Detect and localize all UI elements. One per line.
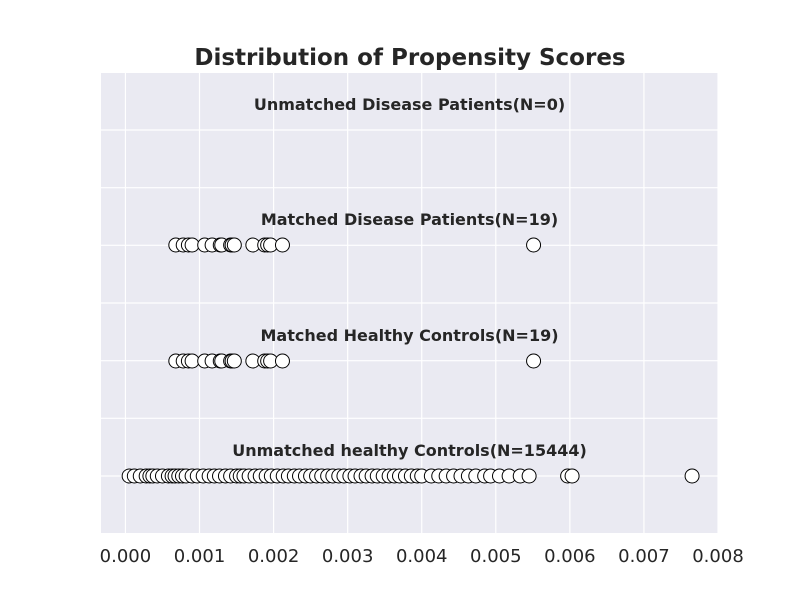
point-g1-16 [526,237,542,253]
x-tick-label-8: 0.008 [692,546,744,567]
data-points [121,237,700,484]
grid-lines [101,73,719,533]
x-tick-label-0: 0.000 [100,546,152,567]
point-g3-71 [564,468,580,484]
group-label-1: Matched Disease Patients(N=19) [261,210,558,229]
x-tick-label-6: 0.006 [544,546,596,567]
group-labels: Unmatched Disease Patients(N=0) Matched D… [232,95,587,460]
chart-title: Distribution of Propensity Scores [194,45,625,71]
x-tick-label-2: 0.002 [248,546,300,567]
x-tick-label-1: 0.001 [174,546,226,567]
point-g3-69 [521,468,537,484]
point-g1-3 [184,237,200,253]
point-g1-15 [274,237,290,253]
point-g2-3 [184,353,200,369]
x-tick-label-7: 0.007 [618,546,670,567]
point-g2-15 [274,353,290,369]
x-tick-label-3: 0.003 [322,546,374,567]
group-label-0: Unmatched Disease Patients(N=0) [254,95,565,114]
group-label-3: Unmatched healthy Controls(N=15444) [232,441,587,460]
point-g3-72 [684,468,700,484]
x-tick-label-5: 0.005 [470,546,522,567]
group-label-2: Matched Healthy Controls(N=19) [260,326,558,345]
x-tick-label-4: 0.004 [396,546,448,567]
point-g1-10 [226,237,242,253]
point-g2-10 [226,353,242,369]
point-g2-16 [526,353,542,369]
x-axis-ticks: 0.000 0.001 0.002 0.003 0.004 0.005 0.006 0.007… [100,546,744,567]
